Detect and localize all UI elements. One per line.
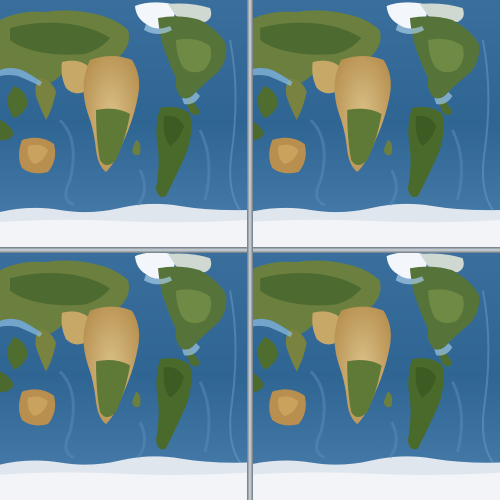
map-tile-top-right (250, 0, 500, 247)
map-tile-bottom-left (0, 250, 247, 500)
vertical-divider (247, 0, 253, 500)
map-tile-bottom-right (250, 250, 500, 500)
map-tile-top-left (0, 0, 247, 247)
